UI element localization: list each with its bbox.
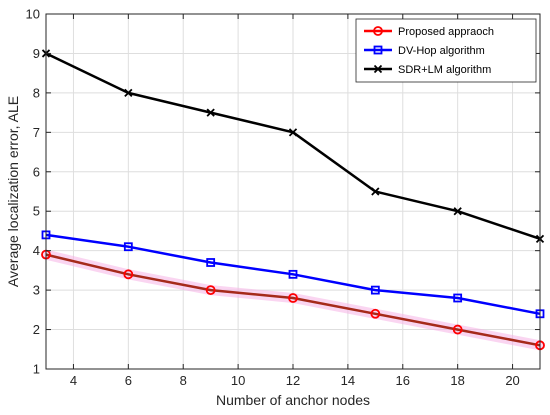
- legend-marker: [373, 45, 383, 55]
- data-point: [370, 308, 381, 319]
- data-point: [453, 293, 463, 303]
- y-tick-label: 5: [33, 204, 40, 219]
- data-point: [206, 258, 216, 267]
- series-line: [45, 233, 541, 316]
- data-point: [123, 269, 134, 280]
- data-point: [205, 285, 216, 296]
- y-axis-label: Average localization error, ALE: [5, 96, 21, 287]
- x-tick-label: 6: [125, 373, 132, 388]
- data-point: [288, 269, 298, 279]
- legend-entry: SDR+LM algorithm: [364, 64, 491, 76]
- x-tick-label: 18: [450, 373, 464, 388]
- x-tick-label: 20: [505, 373, 519, 388]
- y-tick-label: 7: [33, 125, 40, 140]
- x-tick-label: 4: [70, 373, 77, 388]
- legend-entry: Proposed appraoch: [364, 26, 494, 38]
- y-tick-label: 2: [33, 322, 40, 337]
- data-point: [371, 187, 380, 196]
- data-point: [124, 88, 133, 98]
- data-point: [452, 324, 463, 335]
- data-point: [288, 128, 298, 137]
- y-tick-label: 8: [33, 85, 40, 100]
- y-tick-label: 6: [33, 164, 40, 179]
- y-tick-label: 4: [33, 243, 40, 258]
- x-tick-label: 14: [341, 373, 355, 388]
- y-tick-label: 10: [26, 7, 40, 22]
- legend-entry: DV-Hop algorithm: [364, 45, 485, 57]
- legend-marker: [373, 64, 383, 74]
- data-point: [206, 108, 215, 117]
- data-point: [123, 242, 133, 252]
- legend-label: Proposed appraoch: [398, 26, 494, 38]
- x-tick-label: 16: [396, 373, 410, 388]
- x-tick-label: 12: [286, 373, 300, 388]
- data-point: [370, 285, 380, 295]
- legend-label: DV-Hop algorithm: [398, 45, 485, 57]
- x-tick-label: 10: [231, 373, 245, 388]
- x-tick-label: 8: [180, 373, 187, 388]
- legend-marker: [373, 26, 383, 36]
- data-point: [288, 293, 298, 303]
- y-tick-label: 3: [33, 283, 40, 298]
- y-tick-label: 1: [33, 362, 40, 377]
- series-line: [45, 253, 541, 347]
- legend-label: SDR+LM algorithm: [398, 64, 491, 76]
- data-point: [453, 207, 462, 216]
- y-tick-label: 9: [33, 46, 40, 61]
- x-axis-label: Number of anchor nodes: [216, 392, 370, 408]
- legend: Proposed appraoch DV-Hop algorithm SDR+LM …: [355, 18, 537, 83]
